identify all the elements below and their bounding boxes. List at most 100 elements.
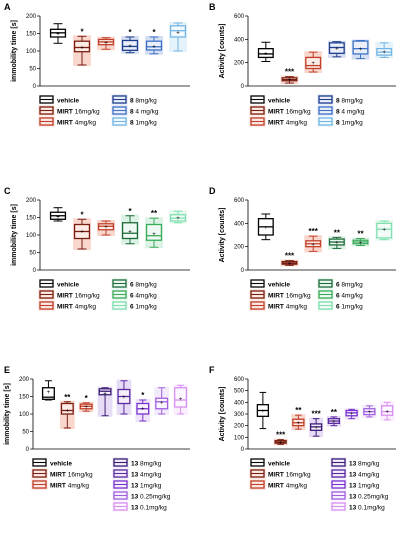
box-a-mirt-4mg-kg: + — [97, 36, 115, 51]
legend-swatch-b-8-8mg-kg — [317, 94, 334, 105]
legend-swatch-e-mirt-4mg-kg — [31, 479, 48, 490]
legend-label-c-mirt-4mg-kg: MIRT 4mg/kg — [57, 304, 96, 311]
legend-swatch-b-vehicle — [250, 95, 265, 104]
legend-swatch-f-vehicle — [250, 458, 265, 467]
y-tick-label-b: 200 — [234, 61, 245, 67]
box-iqr-a-8-4-mg-kg — [145, 40, 163, 51]
mean-marker-f-13-8mg-kg: + — [314, 425, 318, 431]
y-axis-label-b: Activity [counts] — [219, 24, 226, 79]
box-iqr-a-8-8mg-kg — [121, 39, 139, 51]
mean-marker-f-13-0-1mg-kg: + — [385, 410, 389, 416]
significance-c-6-8mg-kg: * — [128, 207, 132, 216]
mean-marker-a-mirt-4mg-kg: + — [104, 41, 108, 47]
legend-label-c-6-1mg-kg: 6 1mg/kg — [130, 304, 157, 311]
mean-marker-c-mirt-4mg-kg: + — [104, 225, 108, 231]
mean-marker-d-6-1mg-kg: + — [382, 228, 386, 234]
panel-label-f: F — [209, 365, 215, 375]
mean-marker-f-13-0-25mg-kg: + — [368, 410, 372, 416]
legend-label-a-8-8mg-kg: 8 8mg/kg — [130, 98, 157, 105]
legend-swatch-e-13-8mg-kg — [112, 457, 129, 468]
y-tick-label-e: 100 — [19, 412, 30, 418]
box-a-8-8mg-kg: +* — [121, 28, 139, 54]
panel-label-d: D — [209, 186, 216, 196]
y-tick-label-f: 0 — [241, 447, 245, 453]
box-d-mirt-4mg-kg: + *** — [304, 227, 323, 253]
box-d-6-4mg-kg: + ** — [351, 230, 370, 247]
legend-swatch-d-6-1mg-kg — [317, 300, 334, 311]
box-e-13-0-1mg-kg: + — [173, 384, 188, 415]
legend-label-f-13-4mg-kg: 13 4mg/kg — [349, 472, 380, 479]
y-tick-label-d: 200 — [234, 245, 245, 251]
y-axis-label-f: Activity [counts] — [219, 387, 226, 442]
box-f-13-8mg-kg: + *** — [309, 410, 324, 438]
box-e-mirt-16mg-kg: + ** — [59, 393, 75, 429]
legend-label-f-vehicle: vehicle — [268, 461, 290, 468]
legend-label-a-8-4-mg-kg: 8 4 mg/kg — [130, 109, 159, 116]
box-f-13-0-1mg-kg: + — [380, 401, 395, 421]
box-iqr-e-13-0-25mg-kg — [155, 397, 169, 410]
legend-swatch-c-vehicle — [39, 279, 54, 288]
y-tick-label-f: 500 — [234, 389, 245, 395]
box-e-13-0-25mg-kg: + — [154, 386, 170, 415]
y-axis-label-c: immobility time [s] — [11, 204, 18, 266]
legend-label-f-mirt-4mg-kg: MIRT 4mg/kg — [268, 483, 307, 490]
significance-a-8-8mg-kg: * — [128, 28, 132, 37]
legend-swatch-c-mirt-16mg-kg — [38, 289, 55, 300]
y-tick-label-f: 200 — [234, 424, 245, 430]
legend-f: vehicle MIRT 16mg/kg MIRT 4mg/kg 13 8mg/kg 1… — [249, 457, 389, 512]
y-tick-label-c: 200 — [26, 198, 37, 204]
legend-label-b-mirt-4mg-kg: MIRT 4mg/kg — [268, 120, 307, 127]
legend-d: vehicle MIRT 16mg/kg MIRT 4mg/kg 6 8mg/kg 6 … — [249, 278, 363, 311]
legend-label-e-vehicle: vehicle — [50, 461, 72, 468]
mean-marker-e-mirt-4mg-kg: + — [84, 405, 88, 411]
significance-d-mirt-16mg-kg: *** — [285, 252, 295, 261]
mean-marker-d-6-8mg-kg: + — [335, 241, 339, 247]
y-tick-label-f: 400 — [234, 400, 245, 406]
y-axis-label-a: immobility time [s] — [11, 20, 18, 82]
y-tick-label-a: 100 — [26, 49, 37, 55]
legend-label-d-6-1mg-kg: 6 1mg/kg — [336, 304, 363, 311]
y-tick-label-a: 0 — [33, 84, 37, 90]
box-a-8-1mg-kg: + — [169, 22, 187, 52]
y-axis-label-e: immobility time [s] — [4, 383, 11, 445]
box-iqr-b-vehicle — [257, 48, 274, 59]
box-f-mirt-4mg-kg: + ** — [291, 406, 306, 431]
y-tick-label-d: 400 — [234, 221, 245, 227]
box-iqr-a-8-1mg-kg — [169, 25, 187, 38]
mean-marker-e-13-1mg-kg: + — [141, 407, 145, 413]
box-iqr-b-mirt-4mg-kg — [305, 56, 322, 70]
box-d-mirt-16mg-kg: +*** — [280, 252, 299, 268]
significance-d-6-8mg-kg: ** — [334, 228, 341, 237]
legend-label-a-vehicle: vehicle — [57, 98, 79, 105]
y-tick-label-c: 100 — [26, 233, 37, 239]
box-iqr-a-mirt-16mg-kg — [73, 40, 91, 53]
legend-label-f-mirt-16mg-kg: MIRT 16mg/kg — [268, 472, 311, 479]
legend-label-f-13-8mg-kg: 13 8mg/kg — [349, 461, 380, 468]
legend-label-e-mirt-16mg-kg: MIRT 16mg/kg — [50, 472, 93, 479]
legend-swatch-c-6-1mg-kg — [111, 300, 128, 311]
legend-label-c-6-8mg-kg: 6 8mg/kg — [130, 282, 157, 289]
legend-label-e-13-8mg-kg: 13 8mg/kg — [131, 461, 162, 468]
legend-swatch-e-13-0-25mg-kg — [112, 490, 129, 501]
significance-a-8-4-mg-kg: * — [152, 28, 156, 37]
legend-swatch-b-mirt-16mg-kg — [249, 105, 266, 116]
legend-label-b-mirt-16mg-kg: MIRT 16mg/kg — [268, 109, 311, 116]
legend-label-e-13-1mg-kg: 13 1mg/kg — [131, 483, 162, 490]
legend-swatch-f-mirt-4mg-kg — [249, 479, 266, 490]
panel-label-a: A — [4, 2, 11, 12]
box-e-mirt-4mg-kg: +* — [78, 394, 94, 413]
mean-marker-e-13-8mg-kg: + — [103, 392, 107, 398]
mean-marker-c-vehicle: + — [56, 215, 60, 221]
legend-swatch-f-13-4mg-kg — [330, 468, 347, 479]
box-f-vehicle: + — [256, 391, 270, 430]
legend-swatch-c-6-8mg-kg — [111, 278, 128, 289]
mean-marker-f-mirt-16mg-kg: + — [279, 440, 283, 446]
y-tick-label-e: 50 — [22, 430, 29, 436]
legend-label-e-13-0-1mg-kg: 13 0.1mg/kg — [131, 505, 167, 512]
panel-label-c: C — [4, 186, 11, 196]
